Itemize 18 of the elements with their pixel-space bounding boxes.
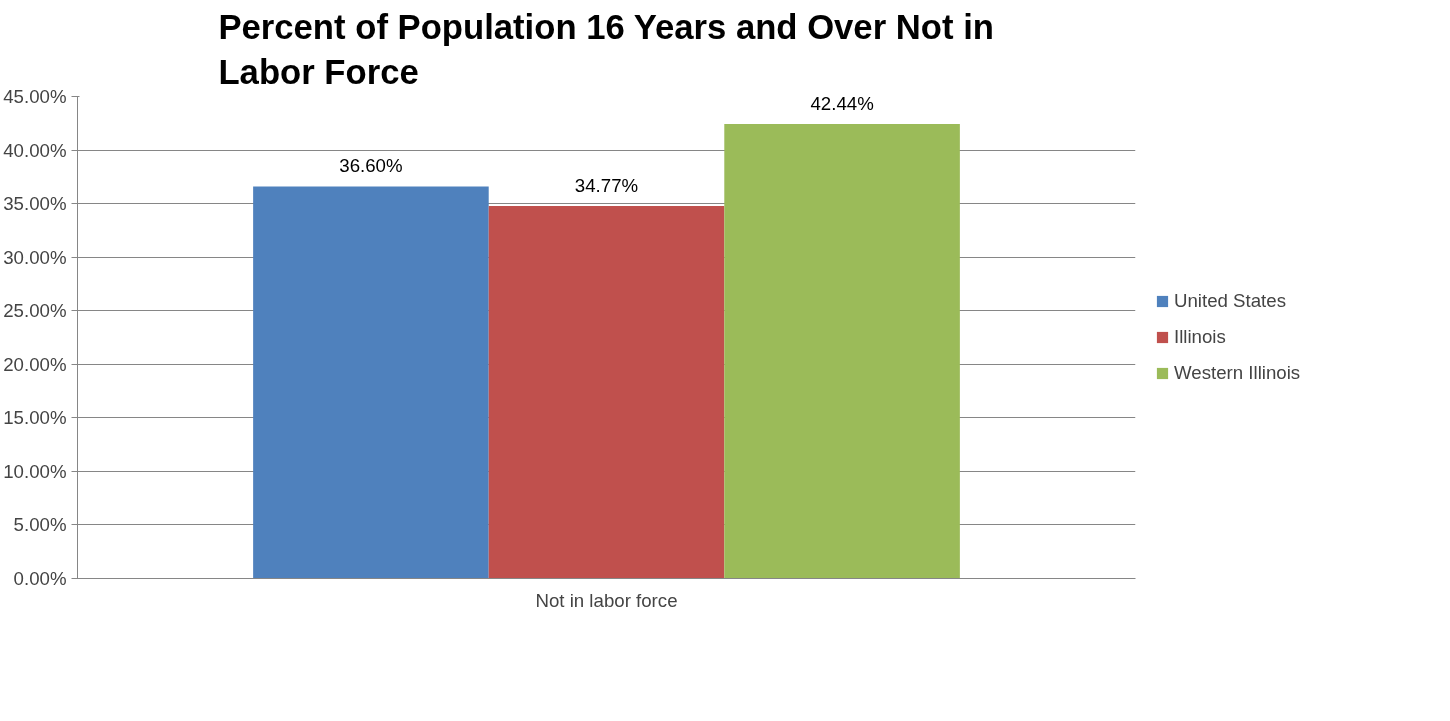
x-tick-label: Not in labor force xyxy=(535,589,678,611)
y-tick-label: 35.00% xyxy=(3,193,67,215)
y-tick-label: 5.00% xyxy=(13,514,67,536)
y-tick-label: 0.00% xyxy=(13,568,67,589)
y-tick-label: 25.00% xyxy=(3,300,67,322)
data-label: 36.60% xyxy=(339,155,403,177)
y-tick-label: 30.00% xyxy=(3,246,67,268)
legend-label: Illinois xyxy=(1174,326,1226,348)
chart-title: Percent of Population 16 Years and Over Not in Labor Force xyxy=(218,7,994,92)
legend-label: Western Illinois xyxy=(1174,362,1301,384)
data-label: 34.77% xyxy=(574,175,639,197)
y-tick-label: 20.00% xyxy=(3,353,67,375)
legend-label: United States xyxy=(1174,290,1287,312)
y-tick-label: 10.00% xyxy=(3,460,67,482)
data-label: 42.44% xyxy=(810,92,874,114)
y-tick-label: 45.00% xyxy=(3,86,67,107)
y-tick-label: 15.00% xyxy=(3,407,67,429)
y-tick-label: 40.00% xyxy=(3,139,67,161)
